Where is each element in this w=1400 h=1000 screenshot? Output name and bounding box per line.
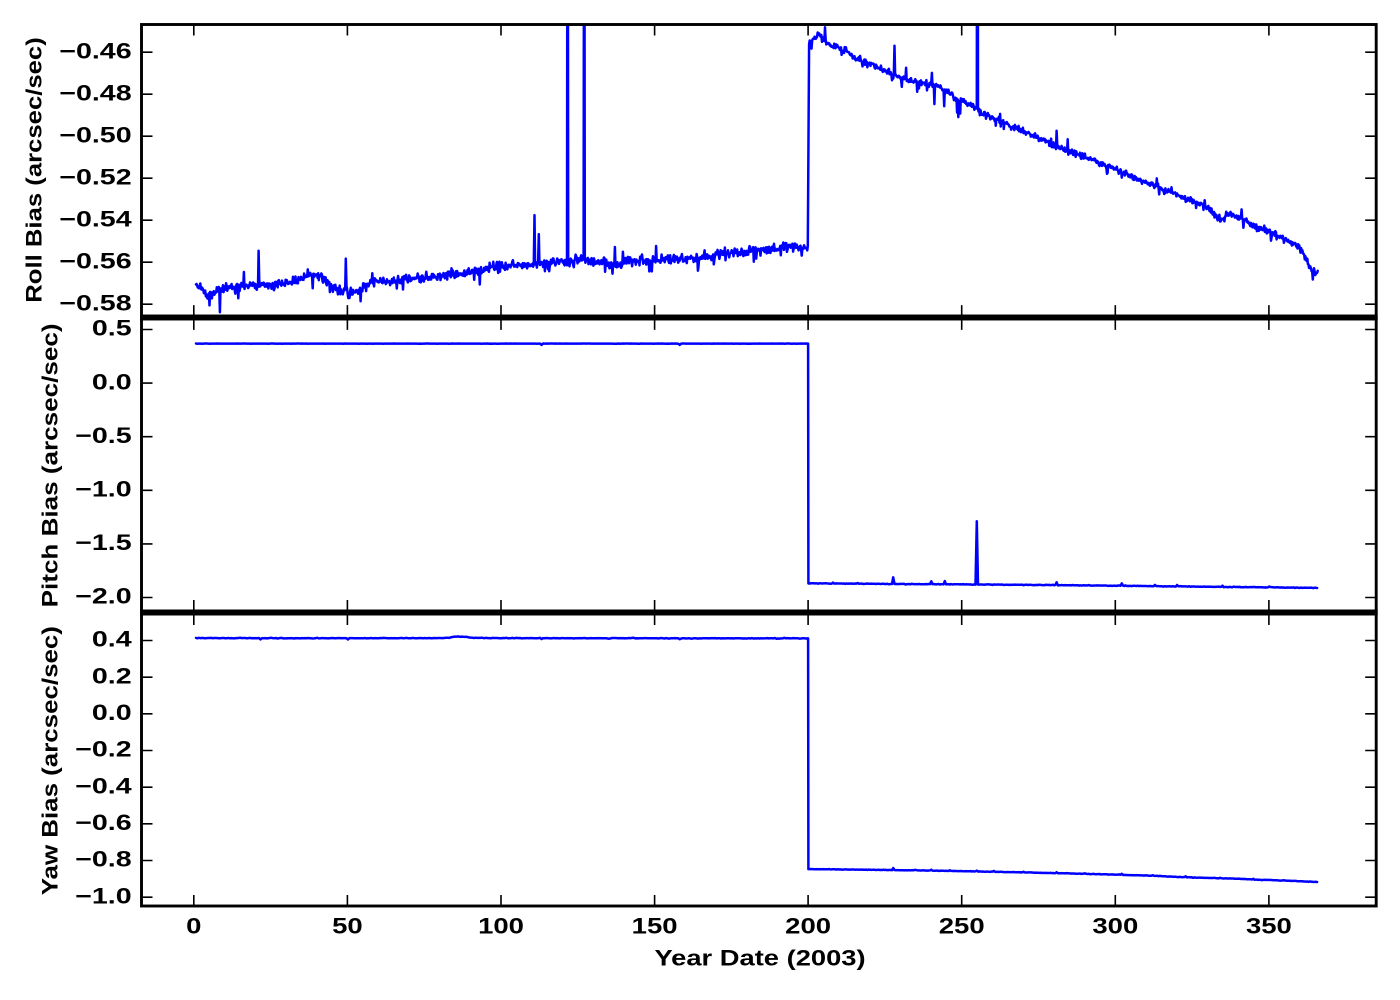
svg-text:−0.50: −0.50 (59, 123, 131, 147)
svg-text:Roll Bias (arcsec/sec): Roll Bias (arcsec/sec) (22, 37, 47, 303)
svg-text:0.0: 0.0 (92, 701, 132, 725)
svg-text:−0.6: −0.6 (75, 811, 131, 835)
svg-text:−0.58: −0.58 (59, 291, 131, 315)
svg-text:−0.5: −0.5 (75, 424, 131, 448)
svg-text:−0.52: −0.52 (59, 165, 131, 189)
svg-text:0.2: 0.2 (92, 664, 132, 688)
svg-text:0.4: 0.4 (92, 628, 133, 652)
svg-text:−0.46: −0.46 (59, 39, 131, 63)
svg-text:50: 50 (332, 914, 363, 939)
svg-text:100: 100 (478, 914, 524, 939)
svg-text:−0.56: −0.56 (59, 249, 131, 273)
svg-text:−0.4: −0.4 (75, 774, 132, 798)
svg-text:0.0: 0.0 (92, 370, 132, 394)
svg-text:−0.2: −0.2 (75, 738, 131, 762)
svg-text:−0.8: −0.8 (75, 848, 131, 872)
svg-text:350: 350 (1246, 914, 1292, 939)
svg-text:0: 0 (186, 914, 201, 939)
svg-text:−0.54: −0.54 (59, 207, 132, 231)
svg-text:−2.0: −2.0 (75, 585, 131, 609)
svg-text:200: 200 (785, 914, 831, 939)
svg-text:−1.0: −1.0 (75, 478, 131, 502)
svg-text:−1.5: −1.5 (75, 531, 131, 555)
svg-text:0.5: 0.5 (92, 317, 132, 341)
svg-text:Year Date (2003): Year Date (2003) (654, 947, 865, 971)
svg-text:−0.48: −0.48 (59, 81, 131, 105)
svg-text:−1.0: −1.0 (75, 884, 131, 908)
svg-text:300: 300 (1092, 914, 1138, 939)
svg-text:250: 250 (939, 914, 985, 939)
svg-text:Pitch Bias (arcsec/sec): Pitch Bias (arcsec/sec) (38, 323, 63, 607)
svg-text:150: 150 (632, 914, 678, 939)
svg-text:Yaw Bias (arcsec/sec): Yaw Bias (arcsec/sec) (38, 626, 63, 895)
